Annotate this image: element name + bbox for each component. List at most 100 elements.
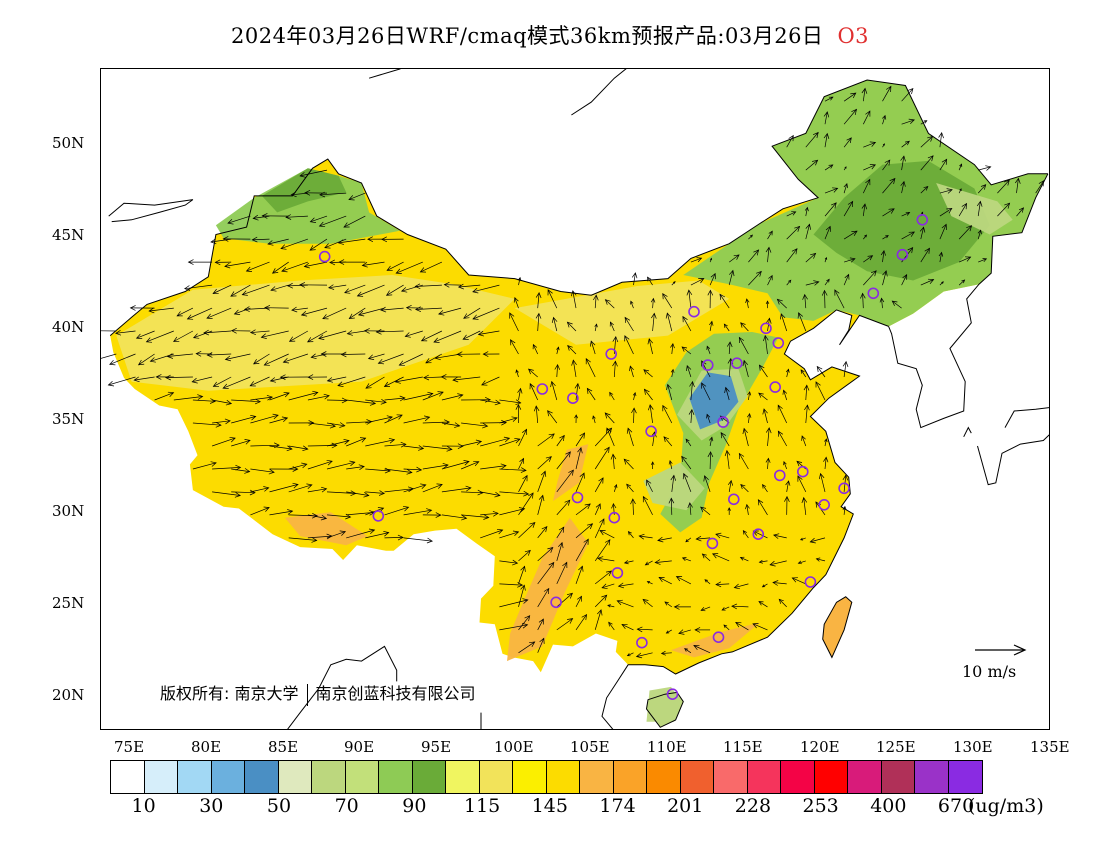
wind-arrow <box>575 447 583 470</box>
wind-arrow <box>594 594 608 608</box>
wind-arrow <box>920 135 934 148</box>
wind-arrow <box>528 368 538 378</box>
wind-arrow <box>535 312 542 332</box>
wind-arrow <box>575 523 594 539</box>
wind-arrow <box>765 427 772 447</box>
wind-arrow <box>250 468 275 475</box>
wind-arrow <box>939 188 953 194</box>
station-marker <box>796 465 809 478</box>
wind-arrow <box>340 351 366 358</box>
wind-arrow <box>176 307 194 317</box>
station-marker <box>731 357 743 370</box>
wind-arrow <box>701 382 711 401</box>
wind-arrow <box>861 203 868 217</box>
wind-arrow <box>715 581 730 588</box>
wind-arrow <box>647 338 654 355</box>
wind-arrow <box>556 561 568 585</box>
wind-arrow <box>668 497 675 515</box>
lon-label: 115E <box>723 738 763 756</box>
wind-arrow <box>482 351 500 357</box>
wind-arrow <box>550 380 558 401</box>
wind-arrow <box>547 410 558 424</box>
wind-arrow <box>309 238 328 251</box>
wind-arrow <box>782 389 788 401</box>
wind-arrow <box>786 134 794 148</box>
copyright-org-company: 南京创蓝科技有限公司 <box>315 684 476 703</box>
wind-arrow <box>567 345 577 355</box>
wind-arrow <box>727 341 733 355</box>
colorbar-swatch <box>278 761 312 793</box>
wind-arrow <box>592 415 596 424</box>
taiwan-island <box>822 596 852 658</box>
wind-arrow <box>665 312 673 332</box>
station-marker <box>688 305 700 318</box>
wind-arrow <box>537 456 552 470</box>
wind-arrow <box>997 179 1010 194</box>
wind-arrow <box>920 185 929 194</box>
wind-arrow <box>609 391 615 401</box>
coastline <box>108 199 194 223</box>
colorbar <box>110 760 983 794</box>
station-marker <box>571 491 584 504</box>
wind-arrow <box>574 382 581 401</box>
wind-arrow <box>663 436 673 447</box>
wind-arrow <box>728 254 740 263</box>
wind-arrow <box>338 259 366 265</box>
wind-arrow <box>461 439 483 447</box>
wind-arrow <box>206 307 232 319</box>
wind-arrow <box>556 618 574 631</box>
wind-arrow <box>441 443 464 450</box>
colorbar-tick-label: 228 <box>734 795 772 817</box>
station-marker <box>605 348 618 360</box>
wind-arrow <box>643 369 653 378</box>
wind-arrow <box>738 336 749 355</box>
wind-arrow <box>212 418 231 425</box>
map-title: 2024年03月26日WRF/cmaq模式36km预报产品:03月26日 O3 <box>0 20 1100 50</box>
wind-arrow <box>642 598 653 608</box>
wind-arrow <box>701 553 711 562</box>
colorbar-swatch <box>680 761 714 793</box>
colorbar-swatch <box>915 761 949 793</box>
wind-arrow <box>419 261 443 273</box>
wind-arrow <box>299 282 328 288</box>
title-text: 2024年03月26日WRF/cmaq模式36km预报产品:03月26日 <box>230 24 824 48</box>
wind-arrow <box>269 391 290 401</box>
wind-arrow <box>690 278 705 286</box>
wind-arrow <box>518 521 536 539</box>
wind-arrow <box>260 330 289 339</box>
wind-arrow <box>556 451 571 470</box>
wind-arrow <box>670 368 675 378</box>
wind-arrow <box>900 155 906 171</box>
wind-arrow <box>518 457 525 470</box>
wind-arrow <box>1016 207 1025 217</box>
wind-arrow <box>842 360 849 378</box>
wind-arrow <box>249 376 270 387</box>
wind-arrow <box>709 272 716 286</box>
wind-arrow <box>212 284 232 295</box>
wind-arrow <box>575 538 589 562</box>
wind-arrow <box>727 507 731 515</box>
coastline <box>287 645 398 729</box>
wind-arrow <box>626 652 634 657</box>
wind-arrow <box>251 236 270 243</box>
wind-arrow <box>824 256 828 263</box>
colorbar-swatch <box>412 761 446 793</box>
wind-arrow <box>403 445 425 451</box>
wind-arrow <box>805 223 812 240</box>
wind-arrow <box>758 559 768 564</box>
wind-arrow <box>776 298 787 309</box>
wind-arrow <box>777 430 788 447</box>
wind-arrow <box>758 392 768 401</box>
colorbar-tick-label: 400 <box>870 795 907 817</box>
wind-arrow <box>594 503 601 516</box>
wind-arrow <box>938 251 944 263</box>
map-frame <box>100 68 1050 730</box>
wind-arrow <box>861 87 868 102</box>
lat-label: 50N <box>52 134 85 152</box>
lon-label: 80E <box>191 738 222 756</box>
wind-arrow <box>326 376 347 383</box>
wind-arrow <box>901 118 915 125</box>
concentration-patch <box>646 686 682 722</box>
wind-arrow <box>554 364 561 378</box>
wind-arrow <box>803 384 810 401</box>
